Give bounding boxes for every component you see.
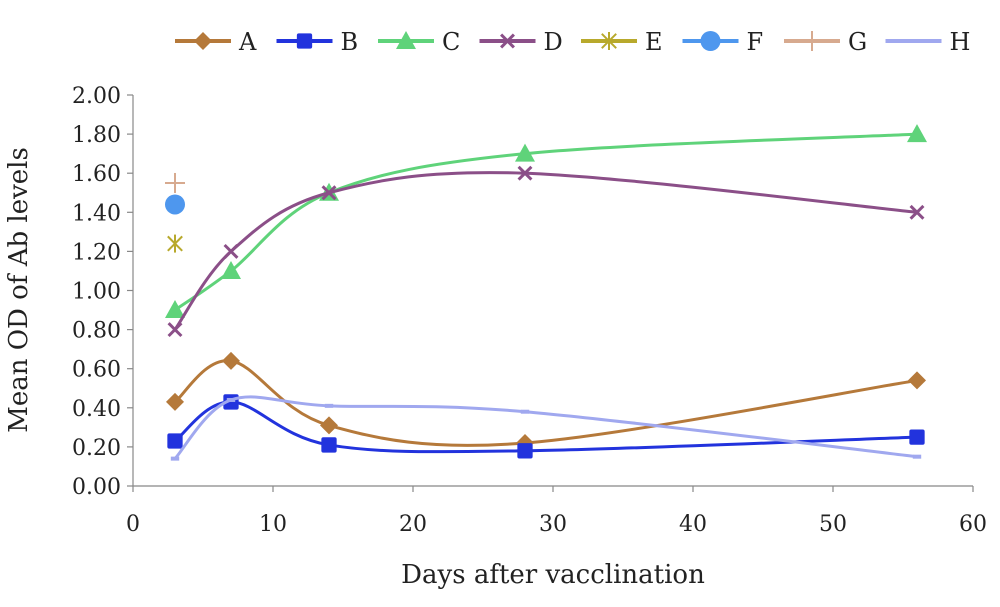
y-tick-label: 1.40 bbox=[72, 201, 121, 226]
data-point-H bbox=[226, 397, 236, 402]
legend-item-G: G bbox=[784, 28, 867, 56]
y-tick-label: 1.80 bbox=[72, 123, 121, 148]
series-B bbox=[167, 394, 925, 459]
data-point-D bbox=[223, 243, 239, 259]
series-A bbox=[166, 351, 926, 452]
legend-item-B: B bbox=[276, 28, 359, 56]
legend-marker bbox=[396, 31, 416, 49]
series-E bbox=[167, 234, 183, 253]
data-point-A bbox=[908, 371, 926, 390]
y-tick-label: 1.00 bbox=[72, 280, 121, 305]
legend-label: C bbox=[442, 28, 460, 56]
data-point-D bbox=[517, 165, 533, 181]
data-point-H bbox=[912, 454, 922, 459]
legend-item-E: E bbox=[581, 28, 663, 56]
data-point-D bbox=[167, 322, 183, 338]
series-G bbox=[165, 172, 185, 193]
plot-area bbox=[165, 124, 927, 461]
x-tick-label: 30 bbox=[539, 512, 567, 537]
series-F bbox=[165, 194, 185, 215]
data-point-C bbox=[165, 300, 185, 319]
legend-marker bbox=[909, 39, 918, 43]
x-tick-label: 0 bbox=[126, 512, 140, 537]
y-tick-label: 0.80 bbox=[72, 319, 121, 344]
data-point-H bbox=[520, 409, 530, 414]
y-tick-label: 1.60 bbox=[72, 162, 121, 187]
x-tick-label: 60 bbox=[959, 512, 987, 537]
y-tick-label: 0.00 bbox=[72, 475, 121, 500]
data-point-G bbox=[165, 172, 185, 193]
legend-label: B bbox=[341, 28, 359, 56]
y-axis-title: Mean OD of Ab levels bbox=[4, 147, 34, 433]
x-tick-label: 20 bbox=[399, 512, 427, 537]
y-tick-label: 0.20 bbox=[72, 436, 121, 461]
series-H bbox=[170, 395, 922, 461]
legend-marker bbox=[194, 32, 212, 50]
y-tick-label: 2.00 bbox=[72, 84, 121, 109]
legend-marker bbox=[802, 31, 822, 51]
legend-marker bbox=[601, 32, 617, 50]
x-tick-label: 10 bbox=[259, 512, 287, 537]
legend: A B C D E F G H bbox=[175, 28, 970, 56]
axes: 0.00 0.20 0.40 0.60 0.80 1.00 1.20 1.40 1.60 1.80… bbox=[72, 84, 987, 537]
legend-item-C: C bbox=[378, 28, 460, 56]
data-point-D bbox=[321, 185, 337, 201]
data-point-B bbox=[321, 437, 337, 453]
legend-item-F: F bbox=[682, 28, 764, 56]
data-point-B bbox=[517, 443, 533, 459]
series-line-D bbox=[173, 171, 918, 331]
x-tick-label: 40 bbox=[679, 512, 707, 537]
data-point-B bbox=[167, 433, 183, 449]
legend-marker bbox=[296, 33, 313, 49]
y-tick-label: 0.60 bbox=[72, 358, 121, 383]
data-point-A bbox=[222, 351, 240, 370]
data-point-A bbox=[166, 392, 184, 411]
y-tick-label: 1.20 bbox=[72, 240, 121, 265]
series-line-A bbox=[174, 359, 918, 447]
x-axis-title: Days after vacclination bbox=[401, 560, 705, 590]
data-point-D bbox=[909, 204, 925, 220]
legend-marker bbox=[500, 33, 515, 49]
legend-item-A: A bbox=[175, 28, 257, 56]
legend-label: A bbox=[238, 28, 257, 56]
legend-label: D bbox=[544, 28, 563, 56]
legend-label: E bbox=[645, 28, 663, 56]
legend-item-D: D bbox=[479, 28, 563, 56]
data-point-C bbox=[907, 124, 927, 143]
data-point-E bbox=[167, 234, 183, 253]
data-point-H bbox=[324, 403, 334, 408]
data-point-F bbox=[165, 194, 185, 215]
legend-item-H: H bbox=[885, 28, 971, 56]
data-point-H bbox=[170, 456, 180, 461]
legend-label: G bbox=[848, 28, 867, 56]
series-D bbox=[167, 165, 925, 338]
x-tick-label: 50 bbox=[819, 512, 847, 537]
legend-marker bbox=[700, 31, 721, 51]
series-line-C bbox=[174, 132, 918, 312]
data-point-C bbox=[515, 143, 535, 162]
legend-label: H bbox=[950, 28, 971, 56]
y-tick-label: 0.40 bbox=[72, 397, 121, 422]
data-point-C bbox=[221, 260, 241, 279]
legend-label: F bbox=[747, 28, 764, 56]
data-point-A bbox=[320, 416, 338, 435]
data-point-B bbox=[909, 429, 925, 445]
series-C bbox=[165, 124, 927, 319]
